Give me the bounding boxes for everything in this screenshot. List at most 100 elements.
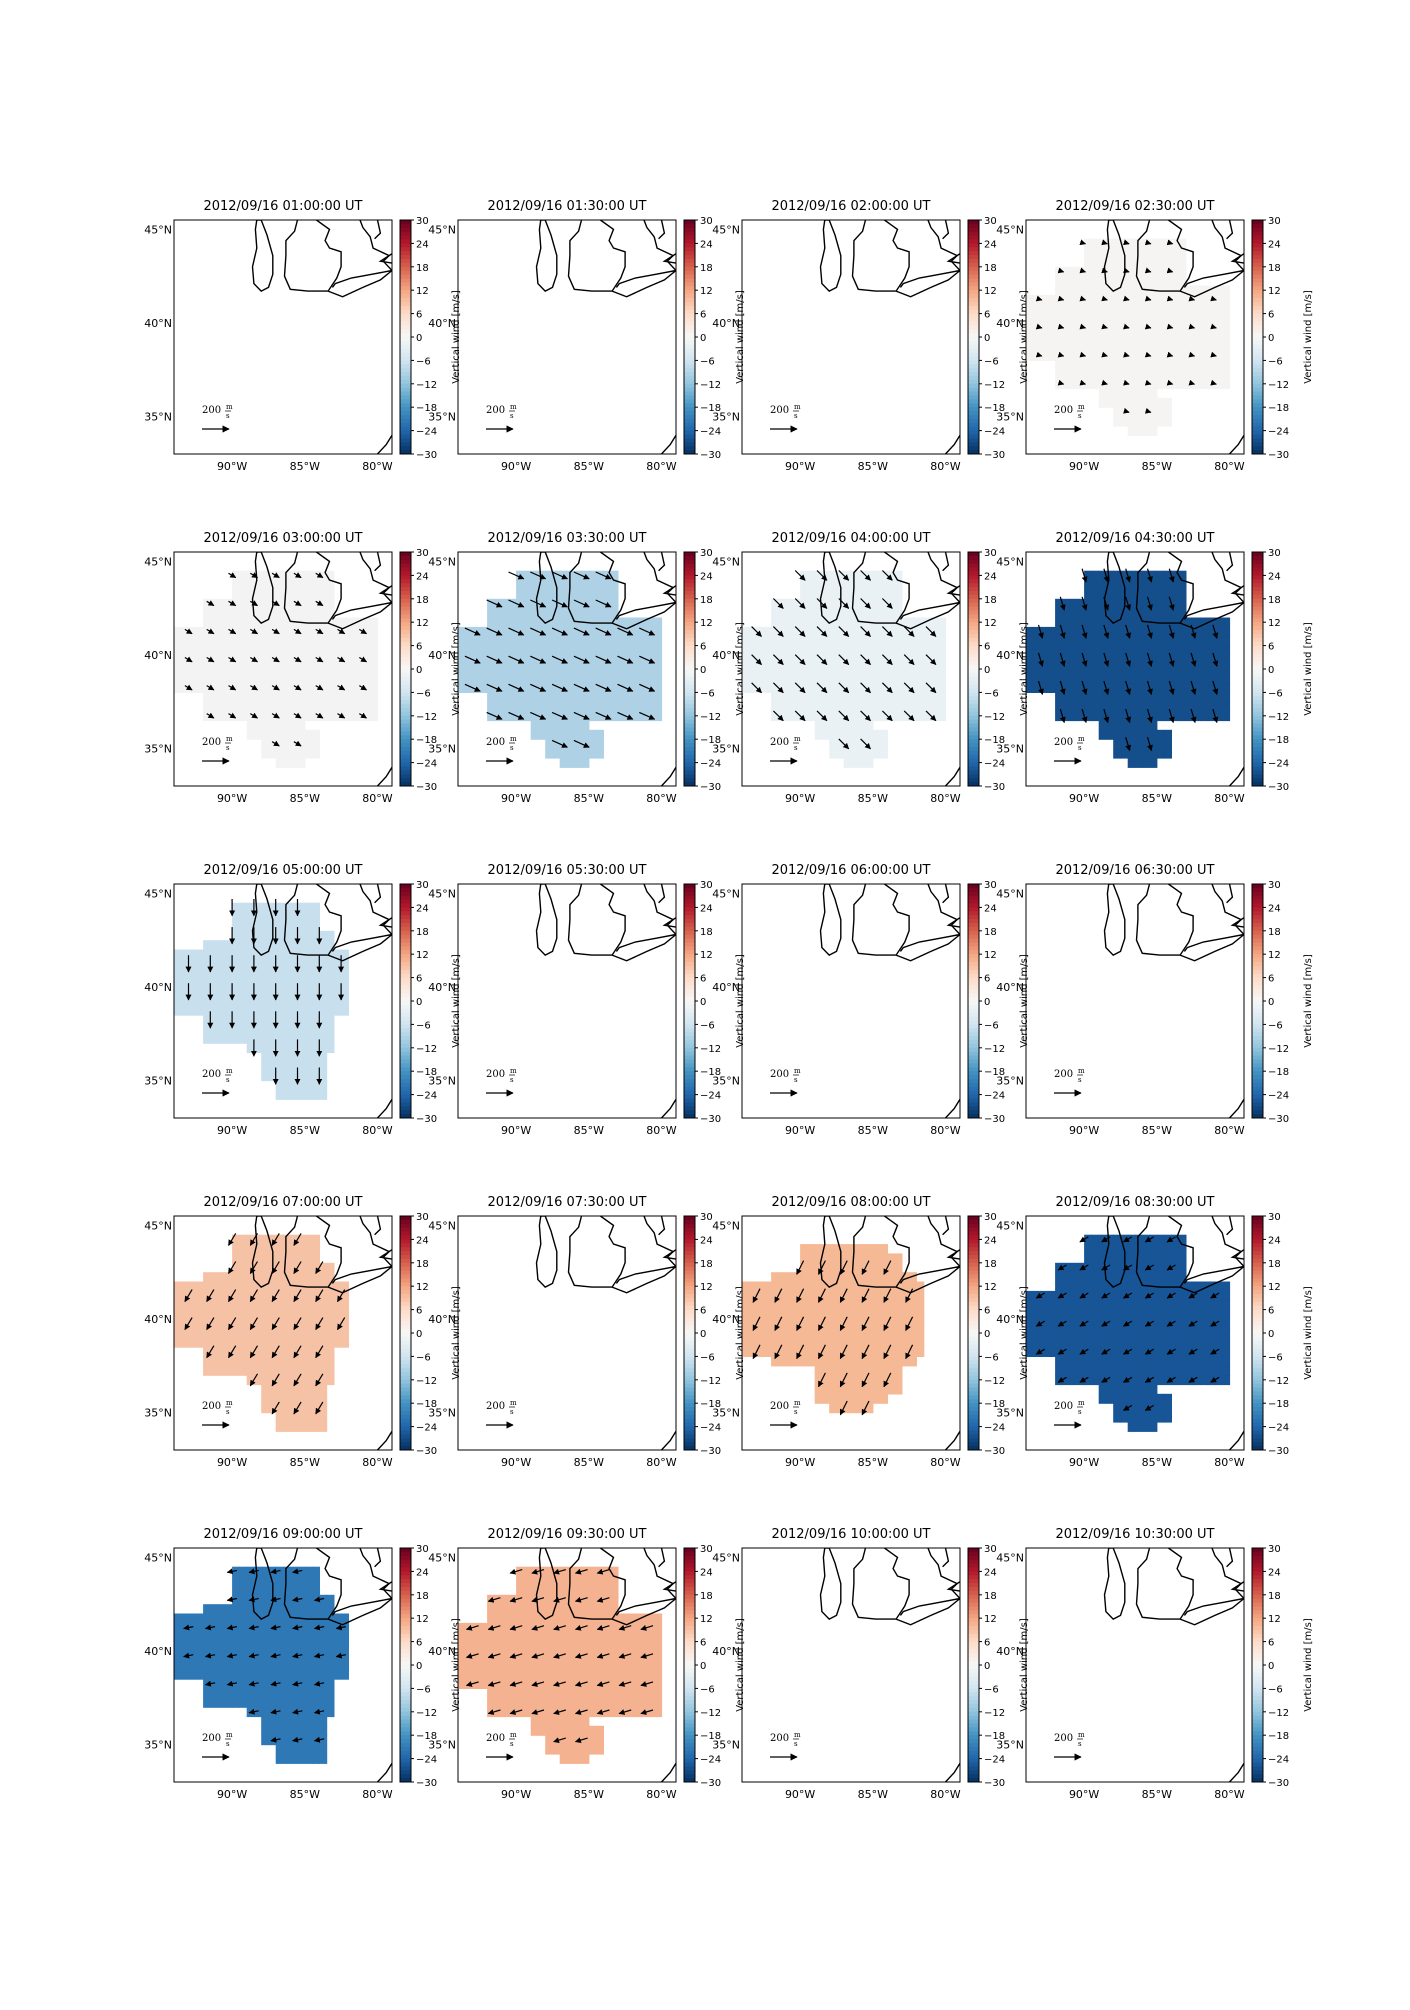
- data-cell: [778, 1356, 787, 1367]
- data-cell: [1105, 388, 1114, 399]
- data-cell: [1156, 701, 1165, 712]
- data-cell: [246, 655, 255, 665]
- data-cell: [217, 1272, 226, 1283]
- data-cell: [275, 1347, 284, 1357]
- data-cell: [646, 664, 655, 675]
- data-cell: [232, 1244, 240, 1255]
- data-cell: [1062, 598, 1071, 609]
- data-cell: [232, 949, 240, 960]
- data-cell: [1222, 369, 1231, 380]
- wind-arrow: [838, 570, 850, 581]
- data-cell: [1178, 266, 1187, 277]
- data-cell: [1185, 701, 1194, 712]
- colorbar-tick-label: −12: [700, 1376, 721, 1387]
- data-cell: [210, 664, 219, 675]
- data-cell: [268, 958, 277, 969]
- colorbar-tick-label: 6: [1268, 642, 1274, 653]
- georgian-bay-coast: [658, 552, 666, 572]
- data-cell: [195, 958, 204, 969]
- wind-arrow: [1210, 351, 1217, 358]
- colorbar-segment: [400, 1294, 411, 1299]
- data-cell: [639, 655, 648, 665]
- colorbar-tick-label: 24: [984, 903, 997, 914]
- data-cell: [836, 1403, 845, 1414]
- colorbar-segment: [684, 1403, 695, 1408]
- data-cell: [559, 757, 568, 768]
- colorbar-segment: [684, 704, 695, 709]
- colorbar-segment: [684, 278, 695, 283]
- scale-key: 200 ms: [770, 403, 801, 433]
- colorbar-segment: [684, 1036, 695, 1041]
- georgian-bay-coast: [942, 1216, 950, 1236]
- data-cell: [319, 608, 328, 619]
- data-cell: [1084, 323, 1092, 333]
- data-cell: [1193, 692, 1201, 703]
- data-cell: [843, 1403, 852, 1414]
- wind-arrow: [271, 740, 280, 747]
- data-cell: [632, 683, 641, 693]
- wind-arrow: [881, 598, 893, 609]
- data-cell: [210, 1290, 219, 1301]
- colorbar-segment: [684, 552, 695, 557]
- colorbar-segment: [684, 1321, 695, 1326]
- data-cell: [1164, 589, 1172, 600]
- colorbar-segment: [1252, 989, 1263, 994]
- colorbar-segment: [1252, 594, 1263, 600]
- data-cell: [210, 1319, 219, 1329]
- wind-arrow: [1123, 407, 1130, 414]
- wind-arrow: [816, 598, 828, 609]
- data-cell: [574, 692, 583, 703]
- colorbar-segment: [684, 1446, 695, 1451]
- wind-arrow: [1079, 323, 1087, 330]
- colorbar-segment: [968, 743, 979, 748]
- data-cell: [508, 626, 517, 637]
- michigan-coast: [851, 1216, 910, 1288]
- data-cell: [785, 1281, 794, 1292]
- data-cell: [742, 1328, 750, 1339]
- data-cell: [275, 1300, 284, 1311]
- data-cell: [1047, 664, 1056, 675]
- data-cell: [275, 930, 284, 941]
- colorbar-segment: [400, 778, 411, 783]
- wind-arrow: [573, 683, 590, 692]
- data-cell: [588, 570, 597, 581]
- data-cell: [792, 1356, 801, 1367]
- colorbar-segment: [400, 637, 411, 643]
- data-cell: [617, 645, 626, 656]
- data-cell: [297, 757, 306, 768]
- colorbar-tick-label: −18: [700, 1067, 721, 1078]
- data-cell: [559, 748, 568, 759]
- data-cell: [829, 1253, 838, 1264]
- colorbar-segment: [400, 1040, 411, 1045]
- data-cell: [625, 664, 633, 675]
- colorbar-segment: [684, 747, 695, 752]
- data-cell: [1207, 360, 1216, 371]
- data-cell: [1098, 664, 1107, 675]
- data-cell: [174, 949, 182, 960]
- lat-tick-label: 40°N: [428, 981, 456, 994]
- colorbar-segment: [684, 1422, 695, 1428]
- colorbar-segment: [968, 915, 979, 920]
- colorbar-segment: [1252, 676, 1263, 682]
- colorbar-segment: [684, 700, 695, 705]
- data-cell: [362, 636, 371, 647]
- colorbar-tick-label: −30: [416, 782, 437, 793]
- colorbar-segment: [400, 368, 411, 373]
- colorbar-segment: [1252, 934, 1263, 940]
- data-cell: [880, 1300, 888, 1311]
- wind-arrow: [293, 684, 302, 691]
- colorbar-segment: [684, 614, 695, 619]
- colorbar-label: Vertical wind [m/s]: [1019, 290, 1030, 384]
- data-cell: [261, 570, 270, 581]
- data-cell: [508, 673, 517, 684]
- colorbar-segment: [684, 239, 695, 244]
- data-cell: [253, 1033, 262, 1044]
- data-cell: [567, 748, 575, 759]
- map-area: [742, 552, 960, 786]
- data-cell: [858, 1244, 867, 1255]
- data-cell: [1069, 701, 1078, 712]
- colorbar-tick-label: 12: [984, 286, 997, 297]
- lon-tick-label: 80°W: [930, 792, 960, 805]
- michigan-coast: [567, 1216, 626, 1288]
